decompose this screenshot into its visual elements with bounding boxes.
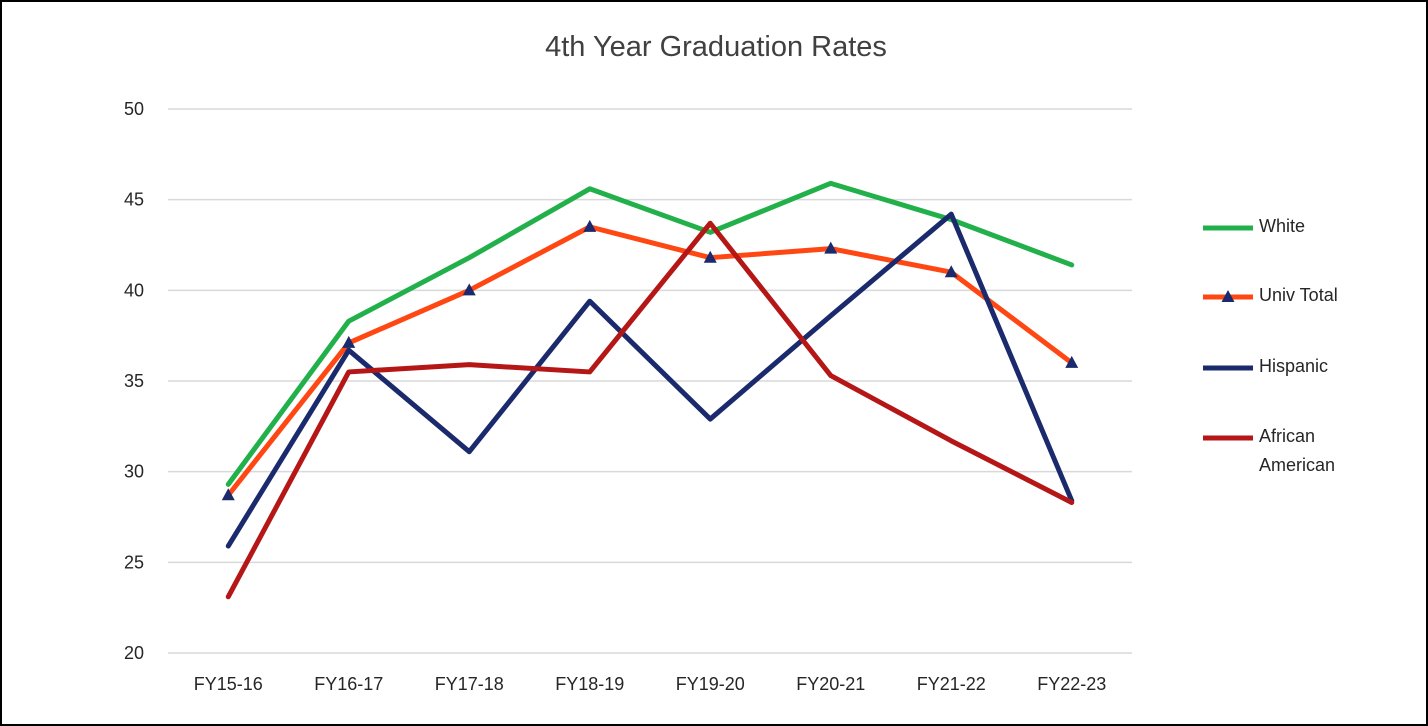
series-line xyxy=(225,220,1075,600)
legend-label: African xyxy=(1259,426,1315,446)
series-univ-total xyxy=(221,219,1079,501)
chart-title: 4th Year Graduation Rates xyxy=(545,31,887,63)
y-tick-label: 35 xyxy=(124,371,144,391)
legend-label: American xyxy=(1259,455,1335,475)
y-tick-label: 50 xyxy=(124,99,144,119)
series-line xyxy=(225,180,1075,487)
x-tick-label: FY20-21 xyxy=(796,674,865,694)
data-point-marker xyxy=(342,335,356,348)
legend-item: Univ Total xyxy=(1203,285,1338,305)
x-tick-label: FY15-16 xyxy=(194,674,263,694)
x-tick-label: FY22-23 xyxy=(1037,674,1106,694)
data-point-marker xyxy=(221,488,235,501)
legend-label: Univ Total xyxy=(1259,285,1338,305)
legend-marker xyxy=(1221,290,1235,302)
x-tick-label: FY18-19 xyxy=(555,674,624,694)
x-tick-label: FY16-17 xyxy=(314,674,383,694)
data-point-marker xyxy=(583,219,597,232)
legend-label: Hispanic xyxy=(1259,356,1328,376)
x-tick-label: FY19-20 xyxy=(676,674,745,694)
series-african-american xyxy=(225,220,1075,600)
data-point-marker xyxy=(1065,355,1079,368)
x-tick-label: FY17-18 xyxy=(435,674,504,694)
y-tick-label: 30 xyxy=(124,462,144,482)
y-tick-label: 40 xyxy=(124,280,144,300)
data-point-marker xyxy=(703,250,717,263)
y-tick-label: 25 xyxy=(124,552,144,572)
series-hispanic xyxy=(225,211,1075,549)
gridlines xyxy=(168,108,1132,654)
legend-item: White xyxy=(1203,216,1305,236)
x-axis-ticks: FY15-16 FY16-17 FY17-18 FY18-19 FY19-20 FY20-… xyxy=(194,674,1107,694)
legend-item: Hispanic xyxy=(1203,356,1328,376)
y-axis-ticks: 20 25 30 35 40 45 50 xyxy=(124,99,144,663)
data-point-marker xyxy=(824,241,838,254)
series-line xyxy=(225,211,1075,549)
legend-item: African American xyxy=(1203,426,1335,475)
series-line xyxy=(225,224,1075,498)
y-tick-label: 45 xyxy=(124,190,144,210)
legend-label: White xyxy=(1259,216,1305,236)
y-tick-label: 20 xyxy=(124,643,144,663)
data-point-marker xyxy=(462,283,476,296)
x-tick-label: FY21-22 xyxy=(917,674,986,694)
legend: White Univ Total Hispanic African American xyxy=(1203,216,1338,475)
data-point-marker xyxy=(944,265,958,278)
series-white xyxy=(225,180,1075,487)
series-lines xyxy=(221,180,1079,600)
